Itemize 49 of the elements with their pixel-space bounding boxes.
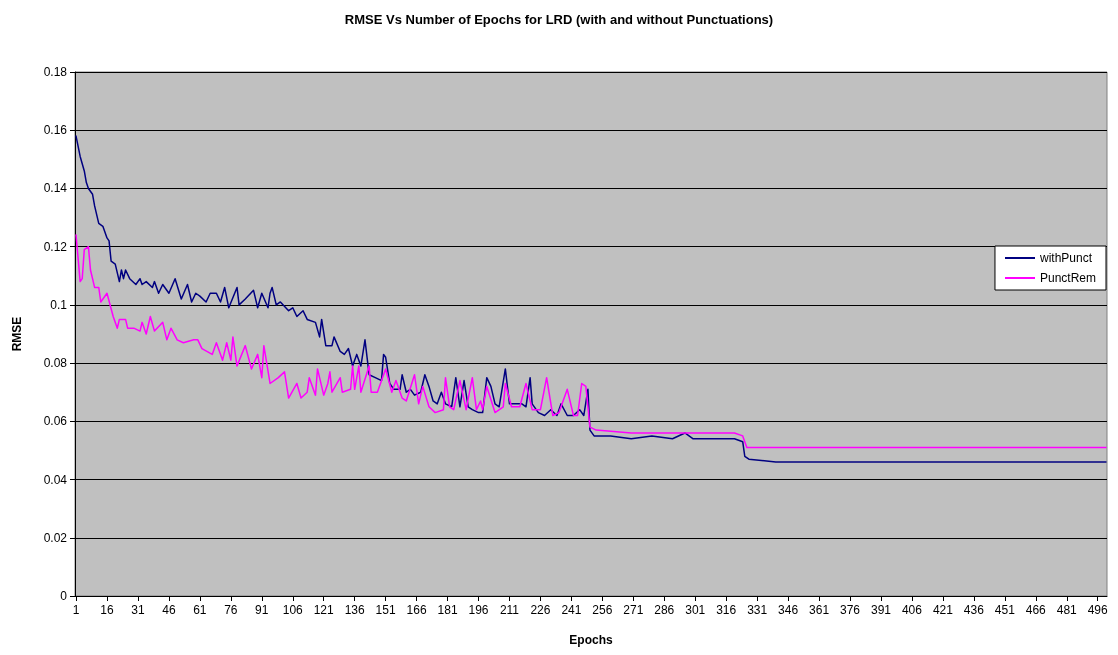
x-tick-label: 466 xyxy=(1025,603,1047,617)
x-tick-label: 46 xyxy=(162,603,176,617)
x-tick-label: 256 xyxy=(592,603,613,617)
x-tick-label: 181 xyxy=(437,603,458,617)
x-tick-label: 406 xyxy=(901,603,923,617)
x-tick-label: 211 xyxy=(499,603,520,617)
x-tick-label: 136 xyxy=(344,603,365,617)
x-tick-label: 331 xyxy=(747,603,768,617)
y-tick-label: 0.1 xyxy=(50,297,68,312)
x-tick-label: 76 xyxy=(224,603,238,617)
x-tick-label: 421 xyxy=(932,603,954,617)
x-axis-title: Epochs xyxy=(569,633,613,647)
x-tick-label: 31 xyxy=(131,603,145,617)
chart-title: RMSE Vs Number of Epochs for LRD (with and without Punctuations) xyxy=(344,12,774,27)
y-tick-label: 0.16 xyxy=(43,123,68,138)
legend-label: withPunct xyxy=(1038,251,1093,265)
x-tick-label: 286 xyxy=(654,603,675,617)
x-tick-label: 361 xyxy=(809,603,830,617)
legend-label: PunctRem xyxy=(1039,271,1097,285)
y-tick-label: 0.08 xyxy=(43,356,68,371)
x-tick-label: 241 xyxy=(561,603,582,617)
x-tick-label: 196 xyxy=(468,603,489,617)
x-tick-label: 16 xyxy=(100,603,114,617)
x-tick-label: 121 xyxy=(313,603,335,617)
x-tick-label: 151 xyxy=(375,603,396,617)
y-tick-label: 0.18 xyxy=(43,65,68,79)
y-tick-label: 0.12 xyxy=(43,239,68,254)
x-tick-label: 91 xyxy=(255,603,269,617)
x-tick-label: 496 xyxy=(1087,603,1109,617)
x-tick-label: 166 xyxy=(406,603,427,617)
x-tick-label: 451 xyxy=(994,603,1016,617)
x-tick-label: 391 xyxy=(870,603,892,617)
y-tick-label: 0.06 xyxy=(43,414,68,429)
x-tick-label: 316 xyxy=(716,603,737,617)
y-tick-label: 0 xyxy=(60,589,68,603)
y-tick-label: 0.14 xyxy=(43,181,68,196)
y-axis-title: RMSE xyxy=(10,316,24,352)
y-tick-label: 0.02 xyxy=(43,530,68,545)
x-tick-label: 61 xyxy=(193,603,207,617)
x-tick-label: 481 xyxy=(1056,603,1078,617)
x-tick-label: 301 xyxy=(685,603,706,617)
x-tick-label: 376 xyxy=(840,603,861,617)
x-tick-label: 226 xyxy=(530,603,551,617)
x-tick-label: 106 xyxy=(282,603,304,617)
x-tick-label: 1 xyxy=(72,603,80,617)
x-tick-label: 346 xyxy=(778,603,799,617)
x-tick-label: 436 xyxy=(963,603,985,617)
y-tick-label: 0.04 xyxy=(43,472,68,487)
x-tick-label: 271 xyxy=(623,603,644,617)
